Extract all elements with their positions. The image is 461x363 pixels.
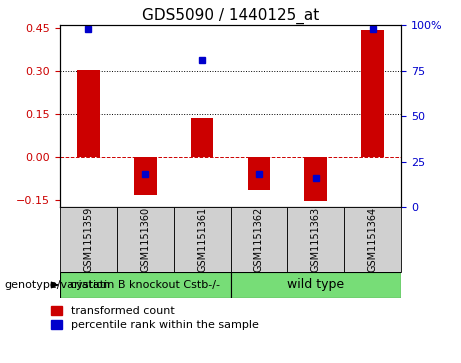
Bar	[287, 207, 344, 272]
Bar	[304, 157, 327, 201]
Bar	[361, 30, 384, 157]
Bar	[117, 207, 174, 272]
Bar	[344, 207, 401, 272]
Text: GSM1151361: GSM1151361	[197, 207, 207, 272]
Title: GDS5090 / 1440125_at: GDS5090 / 1440125_at	[142, 8, 319, 24]
Text: GSM1151362: GSM1151362	[254, 207, 264, 272]
Bar	[77, 70, 100, 157]
Text: GSM1151359: GSM1151359	[83, 207, 94, 272]
Bar	[60, 272, 230, 298]
Text: cystatin B knockout Cstb-/-: cystatin B knockout Cstb-/-	[70, 280, 220, 290]
Text: wild type: wild type	[287, 278, 344, 291]
Bar	[230, 272, 401, 298]
Legend: transformed count, percentile rank within the sample: transformed count, percentile rank withi…	[46, 301, 263, 334]
Bar	[191, 118, 213, 157]
Bar	[230, 207, 287, 272]
Text: genotype/variation: genotype/variation	[5, 280, 111, 290]
Bar	[60, 207, 117, 272]
Bar	[134, 157, 157, 196]
Text: GSM1151364: GSM1151364	[367, 207, 378, 272]
Text: GSM1151363: GSM1151363	[311, 207, 321, 272]
Bar	[174, 207, 230, 272]
Text: GSM1151360: GSM1151360	[140, 207, 150, 272]
Bar	[248, 157, 270, 190]
